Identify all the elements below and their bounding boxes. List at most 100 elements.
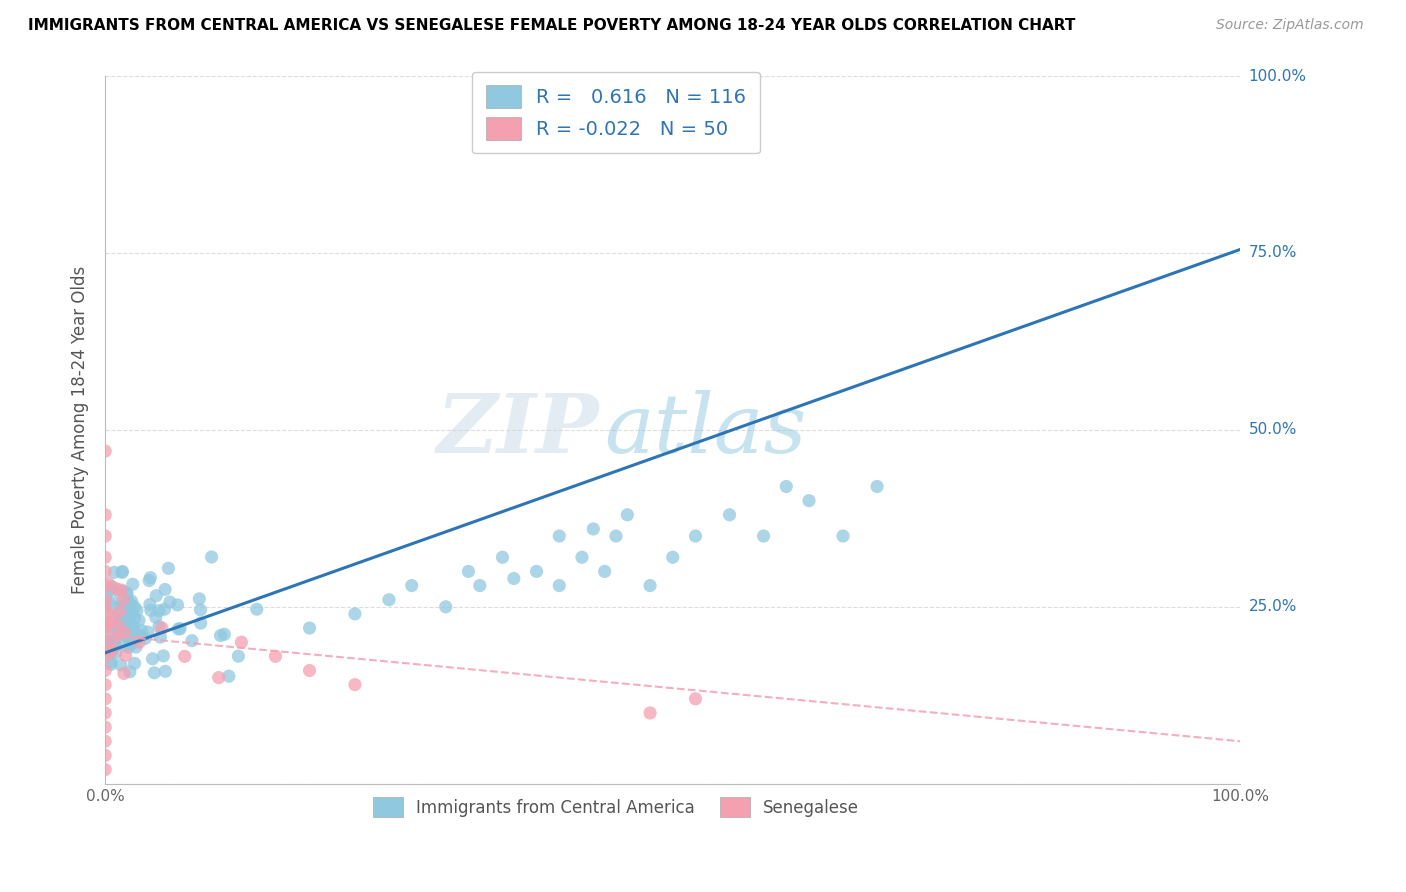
Point: [502, 572, 524, 586]
Point: [298, 621, 321, 635]
Point: [118, 600, 141, 615]
Point: [605, 529, 627, 543]
Point: [582, 522, 605, 536]
Point: [118, 615, 141, 630]
Point: [101, 580, 124, 594]
Point: [97, 576, 120, 591]
Point: [94, 578, 117, 592]
Point: [98, 616, 121, 631]
Point: [169, 622, 191, 636]
Point: [97, 631, 120, 645]
Point: [129, 629, 152, 643]
Point: [638, 706, 661, 720]
Point: [120, 637, 142, 651]
Point: [118, 665, 141, 679]
Point: [190, 616, 212, 631]
Point: [124, 624, 146, 639]
Point: [264, 649, 287, 664]
Point: [208, 671, 231, 685]
Point: [401, 578, 423, 592]
Point: [97, 619, 120, 633]
Point: [128, 613, 150, 627]
Point: [94, 748, 117, 763]
Point: [97, 595, 120, 609]
Point: [115, 587, 138, 601]
Point: [121, 619, 143, 633]
Point: [231, 635, 253, 649]
Text: IMMIGRANTS FROM CENTRAL AMERICA VS SENEGALESE FEMALE POVERTY AMONG 18-24 YEAR OL: IMMIGRANTS FROM CENTRAL AMERICA VS SENEG…: [28, 18, 1076, 33]
Point: [298, 664, 321, 678]
Point: [434, 599, 457, 614]
Point: [148, 619, 170, 633]
Point: [94, 592, 117, 607]
Point: [110, 658, 132, 673]
Point: [124, 657, 146, 671]
Point: [112, 622, 135, 636]
Point: [100, 645, 122, 659]
Point: [107, 623, 129, 637]
Y-axis label: Female Poverty Among 18-24 Year Olds: Female Poverty Among 18-24 Year Olds: [72, 266, 89, 594]
Point: [112, 584, 135, 599]
Point: [94, 691, 117, 706]
Point: [378, 592, 401, 607]
Point: [468, 578, 491, 592]
Point: [96, 590, 118, 604]
Point: [94, 529, 117, 543]
Point: [111, 565, 134, 579]
Point: [117, 595, 139, 609]
Point: [112, 625, 135, 640]
Point: [118, 640, 141, 655]
Point: [94, 678, 117, 692]
Point: [153, 582, 176, 597]
Point: [616, 508, 638, 522]
Point: [105, 582, 128, 596]
Point: [108, 599, 131, 614]
Point: [139, 603, 162, 617]
Point: [209, 628, 232, 642]
Point: [120, 606, 142, 620]
Text: 25.0%: 25.0%: [1249, 599, 1296, 615]
Point: [167, 622, 190, 636]
Point: [107, 615, 129, 629]
Legend: Immigrants from Central America, Senegalese: Immigrants from Central America, Senegal…: [364, 789, 868, 825]
Point: [155, 665, 177, 679]
Point: [121, 627, 143, 641]
Point: [94, 444, 117, 458]
Point: [214, 627, 236, 641]
Point: [134, 632, 156, 646]
Point: [157, 561, 180, 575]
Point: [139, 571, 162, 585]
Point: [124, 611, 146, 625]
Point: [181, 633, 204, 648]
Point: [571, 550, 593, 565]
Point: [117, 606, 139, 620]
Point: [107, 626, 129, 640]
Point: [166, 598, 188, 612]
Point: [685, 691, 707, 706]
Point: [752, 529, 775, 543]
Point: [120, 609, 142, 624]
Point: [111, 566, 134, 580]
Point: [593, 565, 616, 579]
Point: [104, 639, 127, 653]
Point: [343, 607, 366, 621]
Point: [94, 664, 117, 678]
Point: [797, 493, 820, 508]
Point: [118, 632, 141, 647]
Point: [718, 508, 741, 522]
Point: [96, 607, 118, 622]
Point: [101, 612, 124, 626]
Point: [108, 619, 131, 633]
Point: [112, 638, 135, 652]
Point: [775, 479, 797, 493]
Point: [136, 625, 159, 640]
Point: [94, 508, 117, 522]
Point: [112, 592, 135, 607]
Point: [108, 614, 131, 628]
Point: [200, 549, 222, 564]
Point: [100, 655, 122, 669]
Point: [128, 635, 150, 649]
Text: atlas: atlas: [605, 390, 807, 470]
Point: [125, 640, 148, 654]
Point: [548, 529, 571, 543]
